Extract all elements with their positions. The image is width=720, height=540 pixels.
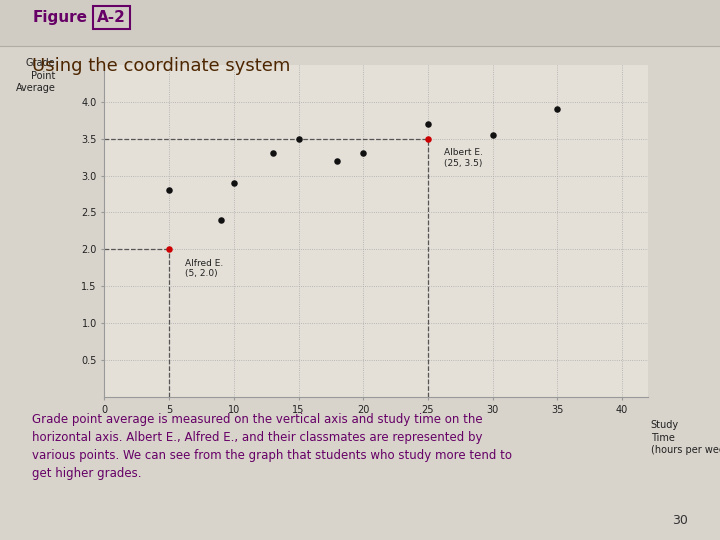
Point (228, 179, 240, 187)
Point (358, 149, 369, 158)
Point (332, 157, 343, 165)
Text: Alfred E.
(5, 2.0): Alfred E. (5, 2.0) (184, 259, 223, 278)
Point (422, 134, 433, 143)
Text: Figure: Figure (32, 10, 87, 25)
Point (487, 131, 498, 139)
Point (163, 245, 175, 254)
Point (552, 105, 563, 113)
Text: A-2: A-2 (97, 10, 126, 25)
Point (422, 119, 433, 128)
Point (215, 215, 227, 224)
Text: Grade point average is measured on the vertical axis and study time on the
horiz: Grade point average is measured on the v… (32, 413, 513, 480)
Text: Albert E.
(25, 3.5): Albert E. (25, 3.5) (444, 148, 482, 167)
Point (163, 186, 175, 194)
Text: 30: 30 (672, 514, 688, 526)
Point (293, 134, 305, 143)
Text: Study
Time
(hours per week): Study Time (hours per week) (651, 420, 720, 455)
Point (267, 149, 279, 158)
Text: Grade
Point
Average: Grade Point Average (16, 58, 55, 93)
Text: Using the coordinate system: Using the coordinate system (32, 57, 291, 75)
